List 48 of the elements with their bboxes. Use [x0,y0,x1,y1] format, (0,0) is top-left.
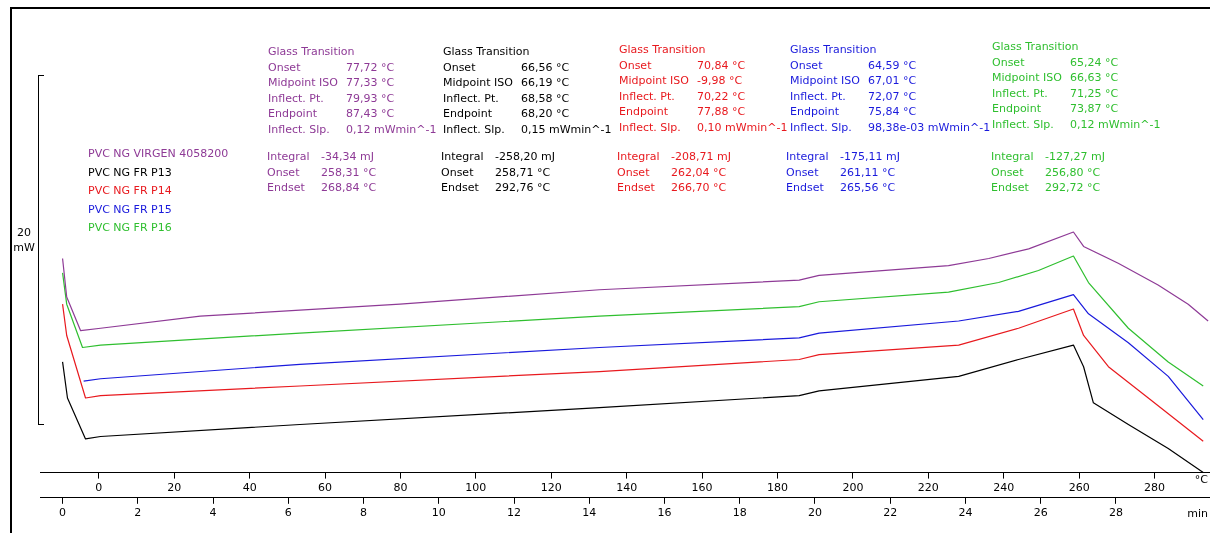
x-tick-label: 18 [732,506,747,520]
text: Glass Transition Onset 70,84 °C Midpoint ISO -9,98 °C Inflect. Pt. 70,22 °C Endpoint 77,88 °C Inflect. Slp. 0,10 mWmin^-1 [619,43,788,134]
x-tick-label: 20 [807,506,822,520]
x2-tick-label: 220 [917,481,939,495]
x-tick-label: 4 [209,506,217,520]
text: Glass Transition Onset 77,72 °C Midpoint ISO 77,33 °C Inflect. Pt. 79,93 °C Endpoint 87,43 °C Inflect. Slp. 0,12 mWmin^-1 [268,45,437,136]
x2-tick-label: 180 [767,481,789,495]
x2-tick-label: 20 [167,481,182,495]
x-tick-label: 12 [507,506,522,520]
text: Integral -34,34 mJ Onset 258,31 °C Endset 268,84 °C [267,150,377,195]
x2-tick-label: 80 [393,481,408,495]
text: PVC NG FR P14 [88,184,172,198]
x-tick-label: 14 [582,506,597,520]
text: Integral -258,20 mJ Onset 258,71 °C Endset 292,76 °C [441,150,555,195]
text: PVC NG FR P16 [88,221,172,235]
x-tick-label: 16 [657,506,672,520]
y-axis-title: 20 mW [13,226,35,255]
text: PVC NG FR P15 [88,202,172,216]
x-tick-label: 6 [284,506,292,520]
x-axis-title: min [1187,507,1209,521]
x-tick-label: 10 [431,506,446,520]
x-tick-label: 22 [883,506,898,520]
text: Integral -175,11 mJ Onset 261,11 °C Endset 265,56 °C [786,150,900,195]
x-tick-label: 26 [1033,506,1048,520]
x-tick-label: 28 [1108,506,1123,520]
x2-tick-label: 0 [95,481,103,495]
x2-tick-label: 140 [616,481,638,495]
x2-tick-label: 120 [540,481,562,495]
x2-tick-label: 100 [465,481,487,495]
text: Glass Transition Onset 64,59 °C Midpoint ISO 67,01 °C Inflect. Pt. 72,07 °C Endpoint 75,84 °C Inflect. Slp. 98,38e-03 mWmin^-1 [790,43,991,134]
text: Glass Transition Onset 66,56 °C Midpoint ISO 66,19 °C Inflect. Pt. 68,58 °C Endpoint 68,20 °C Inflect. Slp. 0,15 mWmin^-1 [443,45,612,136]
x2-axis-title: °C [1194,472,1209,486]
x2-tick-label: 160 [691,481,713,495]
text: Glass Transition Onset 65,24 °C Midpoint ISO 66,63 °C Inflect. Pt. 71,25 °C Endpoint 73,87 °C Inflect. Slp. 0,12 mWmin^-1 [992,40,1161,131]
x2-tick-label: 260 [1068,481,1090,495]
x2-tick-label: 200 [842,481,864,495]
x-tick-label: 0 [59,506,67,520]
x2-tick-label: 240 [993,481,1015,495]
text: PVC NG FR P13 [88,165,172,179]
text: PVC NG VIRGEN 4058200 [88,147,229,161]
text: Integral -127,27 mJ Onset 256,80 °C Endset 292,72 °C [991,150,1105,195]
x2-tick-label: 60 [318,481,333,495]
x-tick-label: 24 [958,506,973,520]
x2-tick-label: 280 [1144,481,1166,495]
x-tick-label: 8 [360,506,368,520]
x-tick-label: 2 [134,506,142,520]
x2-tick-label: 40 [242,481,257,495]
text: Integral -208,71 mJ Onset 262,04 °C Endset 266,70 °C [617,150,731,195]
